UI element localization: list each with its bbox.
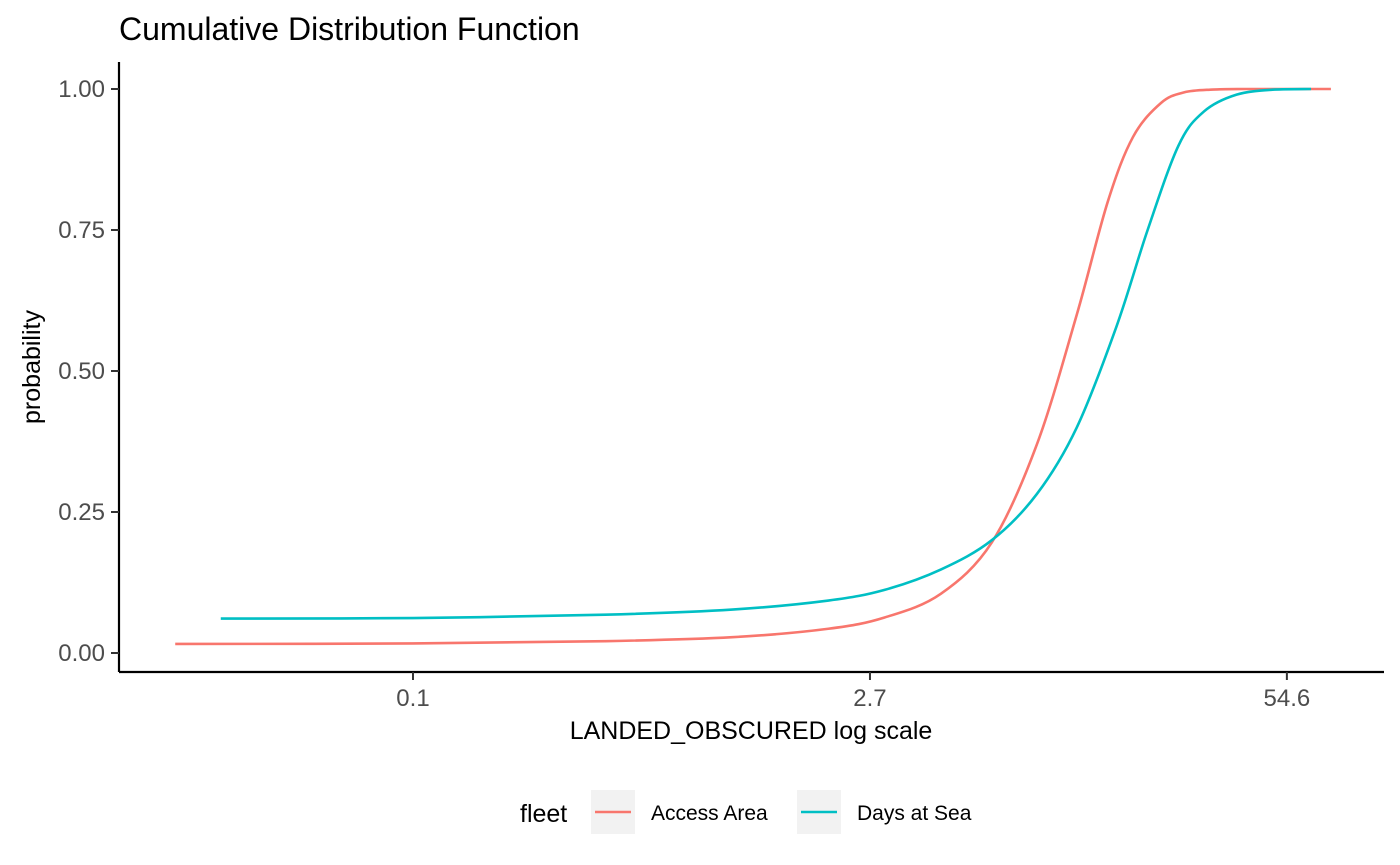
chart-title: Cumulative Distribution Function [119, 11, 580, 47]
x-tick-label: 54.6 [1264, 685, 1311, 712]
y-tick-label: 0.75 [58, 217, 105, 244]
legend-label-access-area: Access Area [651, 802, 768, 825]
y-axis-title: probability [18, 310, 46, 424]
y-tick-label: 1.00 [58, 76, 105, 103]
y-tick-label: 0.25 [58, 499, 105, 526]
x-tick-label: 2.7 [853, 685, 886, 712]
legend-title: fleet [520, 800, 567, 828]
x-tick-label: 0.1 [396, 685, 429, 712]
y-tick-label: 0.00 [58, 640, 105, 667]
legend-label-days-at-sea: Days at Sea [857, 802, 972, 825]
y-tick-label: 0.50 [58, 358, 105, 385]
x-axis-title: LANDED_OBSCURED log scale [570, 717, 933, 745]
